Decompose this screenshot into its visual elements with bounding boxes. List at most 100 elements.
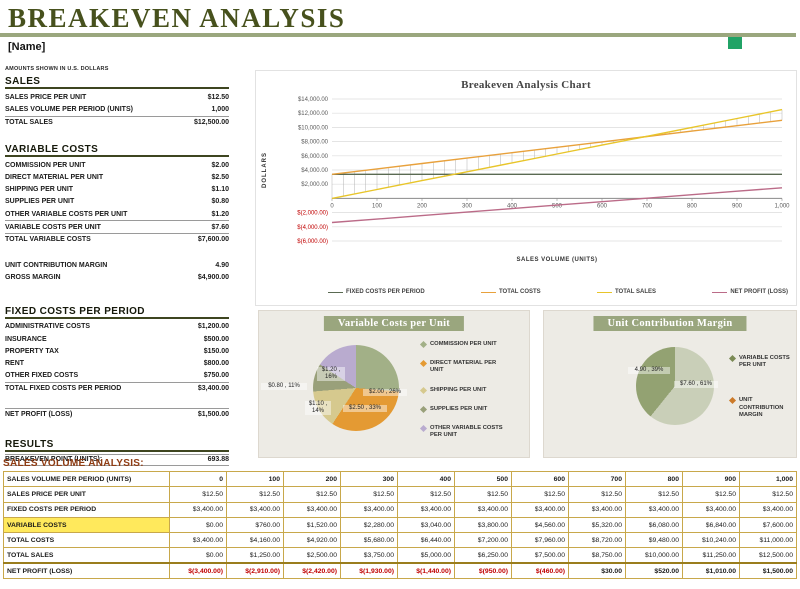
row-value-cell[interactable]: $2.50 [211, 173, 229, 181]
table-cell[interactable]: $12,500.00 [739, 547, 797, 564]
table-cell[interactable]: $1,520.00 [283, 516, 341, 534]
row-value-cell[interactable]: $500.00 [203, 335, 229, 343]
table-cell[interactable]: 300 [340, 470, 398, 488]
table-cell[interactable]: $3,400.00 [511, 501, 569, 518]
table-cell[interactable]: $3,400.00 [454, 501, 512, 518]
table-cell[interactable]: 700 [568, 470, 626, 488]
breakeven-chart-panel[interactable]: Breakeven Analysis Chart $14,000.00 $12,0… [255, 70, 797, 306]
table-cell[interactable]: $2,280.00 [340, 516, 398, 534]
table-cell[interactable]: $(460.00) [511, 562, 569, 580]
table-cell[interactable]: $11,000.00 [739, 532, 797, 549]
table-cell[interactable]: $1,010.00 [682, 562, 740, 580]
table-cell[interactable]: $6,840.00 [682, 516, 740, 534]
table-cell[interactable]: $760.00 [226, 516, 284, 534]
table-cell[interactable]: $3,800.00 [454, 516, 512, 534]
table-cell[interactable]: $1,500.00 [739, 562, 797, 580]
table-cell[interactable]: $5,680.00 [340, 532, 398, 549]
table-cell[interactable]: 500 [454, 470, 512, 488]
row-value-cell[interactable]: $7,600.00 [197, 235, 229, 243]
table-cell[interactable]: $5,000.00 [397, 547, 455, 564]
row-value-cell[interactable]: $800.00 [203, 360, 229, 368]
table-cell[interactable]: $(950.00) [454, 562, 512, 580]
table-cell[interactable]: $7,500.00 [511, 547, 569, 564]
table-cell[interactable]: 900 [682, 470, 740, 488]
row-value-cell[interactable]: $1.20 [211, 210, 229, 218]
table-cell[interactable]: $11,250.00 [682, 547, 740, 564]
table-cell[interactable]: $6,440.00 [397, 532, 455, 549]
variable-costs-pie-panel[interactable]: Variable Costs per Unit COMMISSION PER U… [258, 310, 530, 458]
table-cell[interactable]: $12.50 [739, 486, 797, 503]
table-cell[interactable]: $4,920.00 [283, 532, 341, 549]
row-value-cell[interactable]: $12,500.00 [193, 118, 229, 126]
row-value-cell[interactable]: $3,400.00 [197, 385, 229, 393]
table-cell[interactable]: $3,750.00 [340, 547, 398, 564]
row-value-cell[interactable]: $0.80 [211, 198, 229, 206]
table-cell[interactable]: $3,400.00 [682, 501, 740, 518]
row-value-cell[interactable]: $1,500.00 [197, 411, 229, 419]
table-cell[interactable]: $520.00 [625, 562, 683, 580]
table-cell[interactable]: $3,040.00 [397, 516, 455, 534]
table-cell[interactable]: $0.00 [169, 547, 227, 564]
contribution-margin-pie-panel[interactable]: Unit Contribution Margin VARIABLE COSTS … [543, 310, 797, 458]
row-value-cell[interactable]: $2.00 [211, 161, 229, 169]
table-cell[interactable]: $7,600.00 [739, 516, 797, 534]
table-cell[interactable]: $3,400.00 [169, 501, 227, 518]
table-cell[interactable]: $12.50 [226, 486, 284, 503]
row-value-cell[interactable]: $1,200.00 [197, 323, 229, 331]
table-cell[interactable]: $12.50 [682, 486, 740, 503]
table-cell[interactable]: $12.50 [454, 486, 512, 503]
table-cell[interactable]: $12.50 [283, 486, 341, 503]
table-cell[interactable]: 1,000 [739, 470, 797, 488]
row-value-cell[interactable]: $750.00 [203, 372, 229, 380]
table-cell[interactable]: $3,400.00 [169, 532, 227, 549]
table-cell[interactable]: $3,400.00 [226, 501, 284, 518]
table-cell[interactable]: $3,400.00 [739, 501, 797, 518]
table-cell[interactable]: $3,400.00 [397, 501, 455, 518]
table-cell[interactable]: $12.50 [625, 486, 683, 503]
table-cell[interactable]: $9,480.00 [625, 532, 683, 549]
table-cell[interactable]: 200 [283, 470, 341, 488]
table-cell[interactable]: $6,080.00 [625, 516, 683, 534]
table-cell[interactable]: 100 [226, 470, 284, 488]
table-cell[interactable]: 600 [511, 470, 569, 488]
table-cell[interactable]: $4,160.00 [226, 532, 284, 549]
table-cell[interactable]: 800 [625, 470, 683, 488]
row-value-cell[interactable]: 1,000 [211, 105, 229, 113]
name-placeholder-cell[interactable]: [Name] [8, 41, 46, 53]
table-cell[interactable]: $7,960.00 [511, 532, 569, 549]
table-cell[interactable]: $0.00 [169, 516, 227, 534]
row-value-cell[interactable]: $7.60 [211, 223, 229, 231]
table-cell[interactable]: $3,400.00 [340, 501, 398, 518]
table-cell[interactable]: $8,750.00 [568, 547, 626, 564]
table-cell[interactable]: $4,560.00 [511, 516, 569, 534]
table-cell[interactable]: $(1,930.00) [340, 562, 398, 580]
row-value-cell[interactable]: $150.00 [203, 347, 229, 355]
table-cell[interactable]: $30.00 [568, 562, 626, 580]
row-value-cell[interactable]: $4,900.00 [197, 273, 229, 281]
row-value-cell[interactable]: $12.50 [207, 93, 229, 101]
table-cell[interactable]: $12.50 [340, 486, 398, 503]
table-cell[interactable]: $12.50 [511, 486, 569, 503]
row-value-cell[interactable]: 693.88 [207, 456, 229, 464]
table-cell[interactable]: $(3,400.00) [169, 562, 227, 580]
table-cell[interactable]: $(2,420.00) [283, 562, 341, 580]
table-cell[interactable]: $12.50 [169, 486, 227, 503]
table-cell[interactable]: $3,400.00 [568, 501, 626, 518]
row-value-cell[interactable]: $1.10 [211, 186, 229, 194]
table-cell[interactable]: $3,400.00 [283, 501, 341, 518]
table-cell[interactable]: $1,250.00 [226, 547, 284, 564]
row-value-cell[interactable]: 4.90 [215, 261, 229, 269]
table-cell[interactable]: 400 [397, 470, 455, 488]
table-cell[interactable]: $(1,440.00) [397, 562, 455, 580]
table-cell[interactable]: $(2,910.00) [226, 562, 284, 580]
table-cell[interactable]: $5,320.00 [568, 516, 626, 534]
table-cell[interactable]: 0 [169, 470, 227, 488]
table-cell[interactable]: $6,250.00 [454, 547, 512, 564]
table-cell[interactable]: $10,000.00 [625, 547, 683, 564]
table-cell[interactable]: $7,200.00 [454, 532, 512, 549]
table-cell[interactable]: $3,400.00 [625, 501, 683, 518]
table-cell[interactable]: $12.50 [568, 486, 626, 503]
table-cell[interactable]: $12.50 [397, 486, 455, 503]
table-cell[interactable]: $2,500.00 [283, 547, 341, 564]
table-cell[interactable]: $8,720.00 [568, 532, 626, 549]
